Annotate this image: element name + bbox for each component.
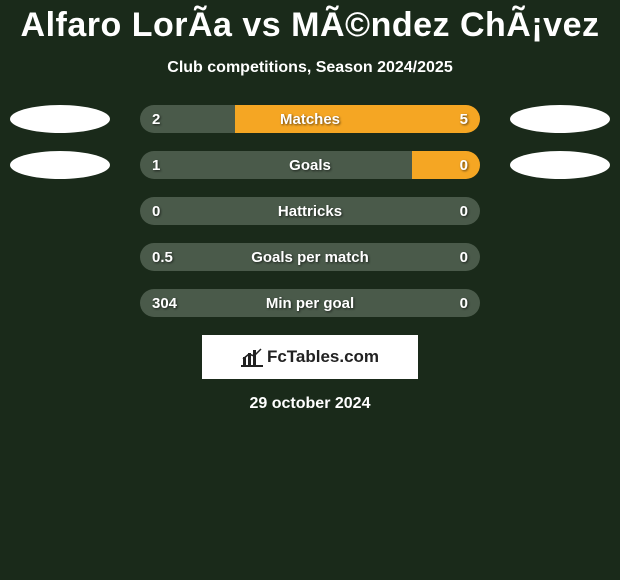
stat-bar: 0.50Goals per match: [140, 243, 480, 271]
stat-right-value: 0: [460, 151, 468, 179]
brand-chart-icon: [241, 347, 263, 367]
brand-badge[interactable]: FcTables.com: [202, 335, 418, 379]
stat-rows: 25Matches10Goals00Hattricks0.50Goals per…: [0, 105, 620, 317]
stat-right-value: 5: [460, 105, 468, 133]
date-text: 29 october 2024: [0, 395, 620, 413]
stat-bar: 10Goals: [140, 151, 480, 179]
stat-row: 3040Min per goal: [0, 289, 620, 317]
avatar-spacer: [10, 243, 110, 271]
stat-left-value: 0.5: [152, 243, 173, 271]
brand-text: FcTables.com: [267, 347, 379, 367]
stat-left-value: 0: [152, 197, 160, 225]
stat-left-value: 2: [152, 105, 160, 133]
brand-inner: FcTables.com: [241, 347, 379, 367]
page-title: Alfaro LorÃ­a vs MÃ©ndez ChÃ¡vez: [0, 0, 620, 45]
player-left-avatar: [10, 151, 110, 179]
player-right-avatar: [510, 105, 610, 133]
stat-bar-left-segment: [140, 151, 412, 179]
stat-bar-left-segment: [140, 243, 480, 271]
stat-row: 00Hattricks: [0, 197, 620, 225]
stat-bar: 25Matches: [140, 105, 480, 133]
stat-row: 10Goals: [0, 151, 620, 179]
avatar-spacer: [510, 243, 610, 271]
stat-bar: 00Hattricks: [140, 197, 480, 225]
stat-right-value: 0: [460, 243, 468, 271]
stat-bar-left-segment: [140, 289, 480, 317]
avatar-spacer: [510, 197, 610, 225]
stat-right-value: 0: [460, 197, 468, 225]
stat-bar: 3040Min per goal: [140, 289, 480, 317]
stat-bar-right-segment: [235, 105, 480, 133]
avatar-spacer: [510, 289, 610, 317]
stat-row: 0.50Goals per match: [0, 243, 620, 271]
player-left-avatar: [10, 105, 110, 133]
stat-bar-left-segment: [140, 197, 480, 225]
stat-right-value: 0: [460, 289, 468, 317]
stat-bar-right-segment: [412, 151, 480, 179]
avatar-spacer: [10, 289, 110, 317]
player-right-avatar: [510, 151, 610, 179]
comparison-widget: Alfaro LorÃ­a vs MÃ©ndez ChÃ¡vez Club co…: [0, 0, 620, 580]
avatar-spacer: [10, 197, 110, 225]
stat-left-value: 1: [152, 151, 160, 179]
stat-left-value: 304: [152, 289, 177, 317]
stat-row: 25Matches: [0, 105, 620, 133]
page-subtitle: Club competitions, Season 2024/2025: [0, 59, 620, 77]
